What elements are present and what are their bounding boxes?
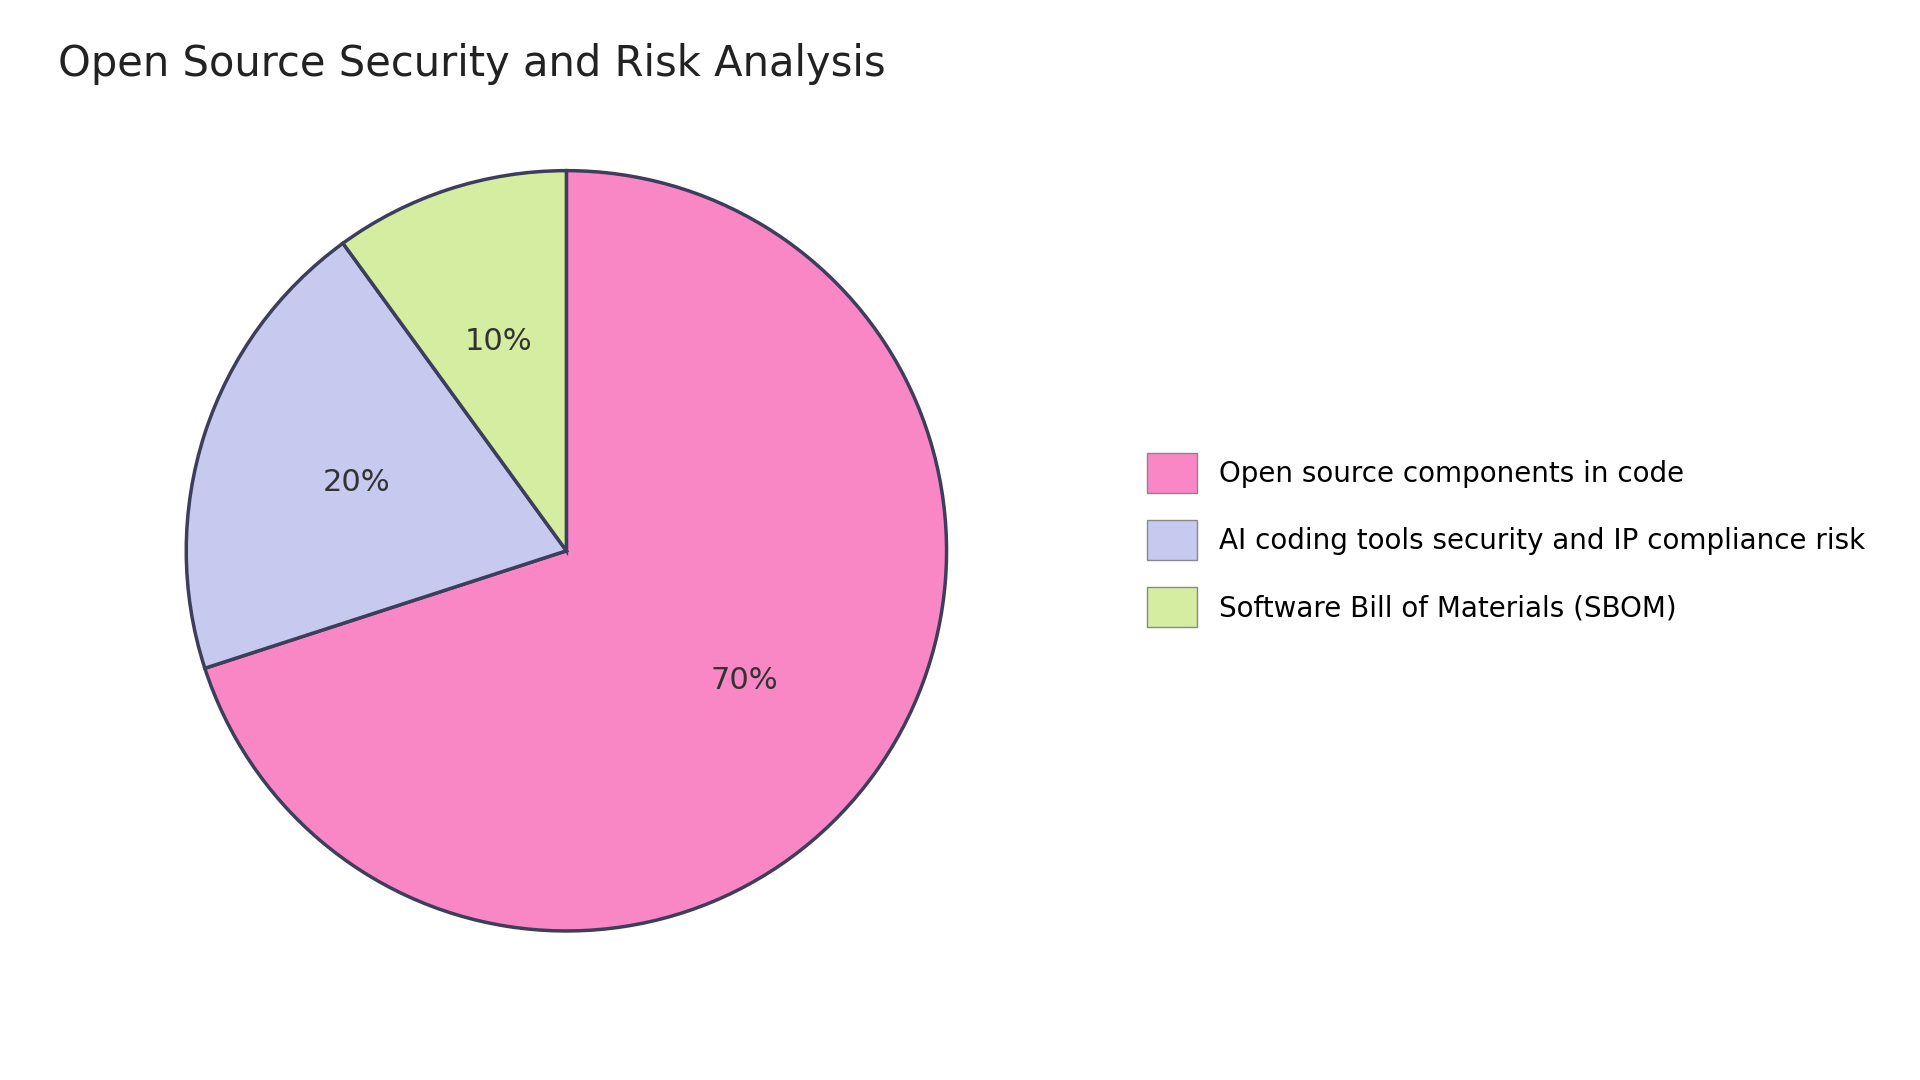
Wedge shape — [344, 171, 566, 551]
Wedge shape — [205, 171, 947, 931]
Text: 10%: 10% — [465, 326, 532, 355]
Wedge shape — [186, 243, 566, 669]
Text: 20%: 20% — [323, 468, 390, 497]
Legend: Open source components in code, AI coding tools security and IP compliance risk,: Open source components in code, AI codin… — [1146, 454, 1864, 626]
Text: Open Source Security and Risk Analysis: Open Source Security and Risk Analysis — [58, 43, 885, 85]
Text: 70%: 70% — [710, 666, 780, 694]
